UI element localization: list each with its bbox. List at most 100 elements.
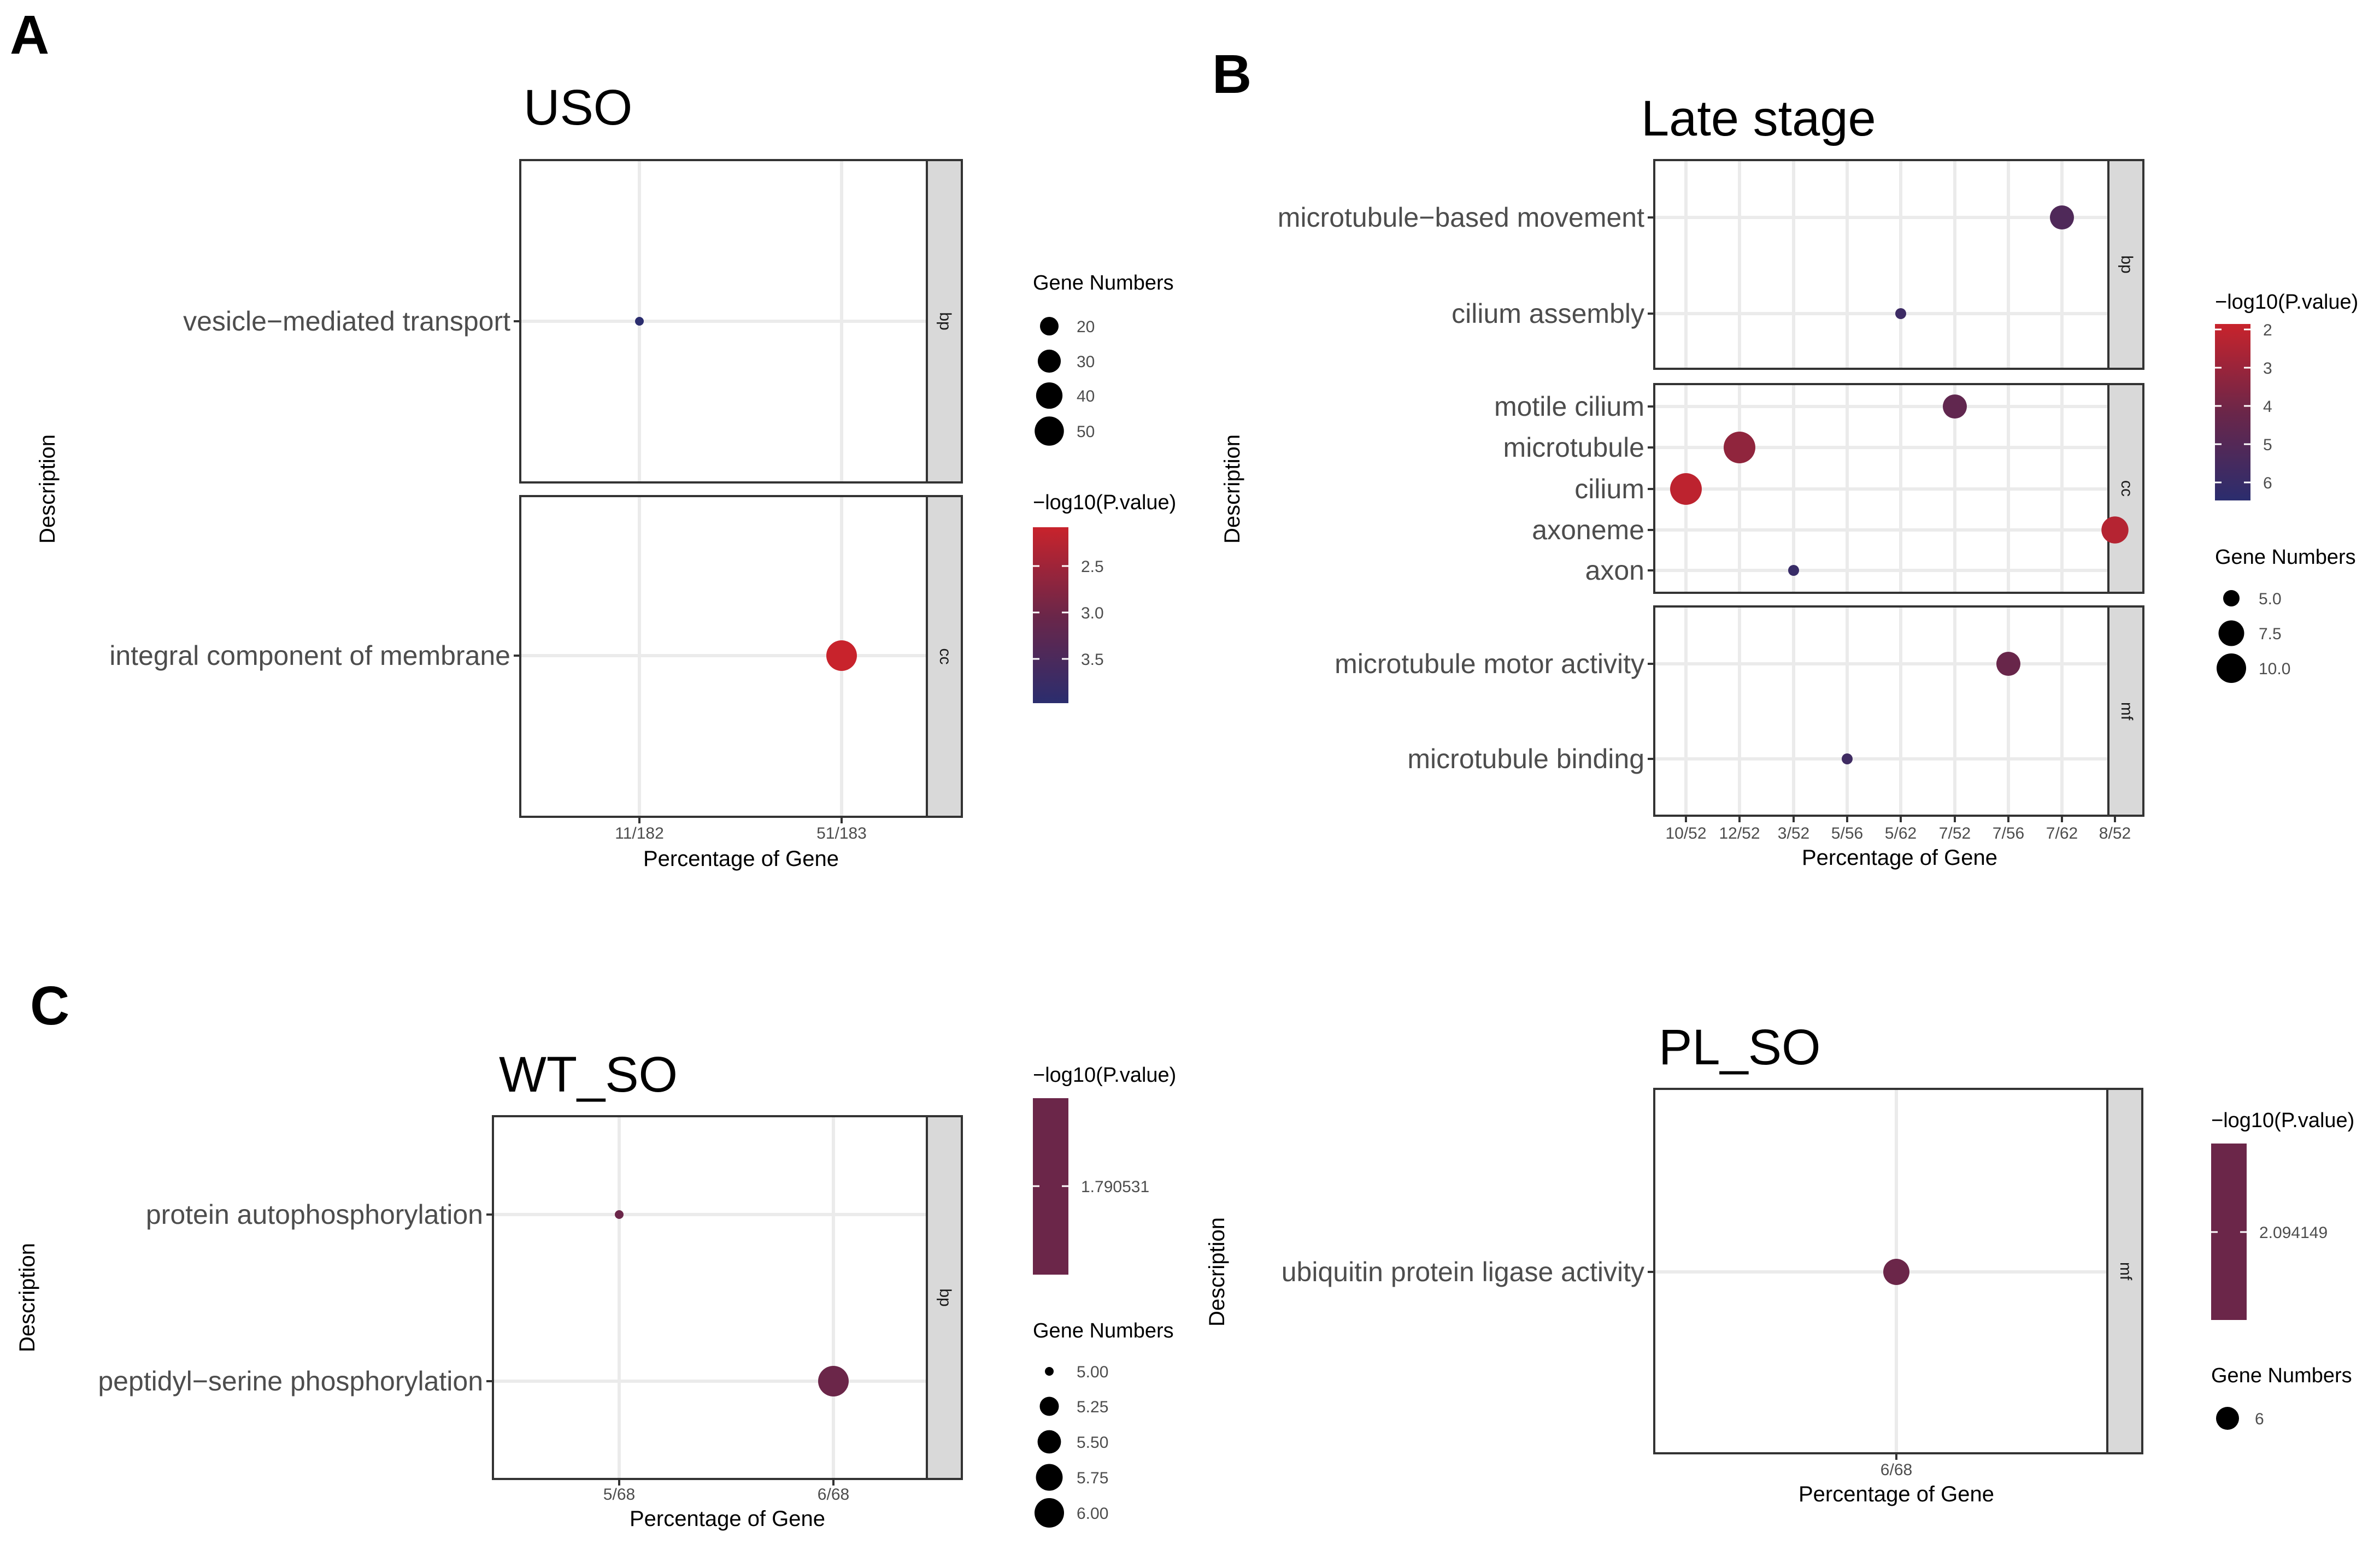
facet-strip: [2107, 159, 2144, 370]
y-tick-label: microtubule: [1503, 432, 1644, 463]
size-legend-key: [1037, 349, 1061, 373]
facet-strip: [926, 495, 963, 818]
facet-mf: ubiquitin protein ligase activity mf: [1282, 1088, 2143, 1454]
facet-cc: integral component of membrane cc: [109, 495, 963, 818]
y-tick-label: microtubule motor activity: [1335, 649, 1644, 679]
chart-title: WT_SO: [499, 1047, 678, 1103]
y-tick-label: ubiquitin protein ligase activity: [1282, 1257, 1644, 1287]
x-tick-label: 6/68: [1881, 1461, 1912, 1479]
y-tick-label: protein autophosphorylation: [146, 1199, 483, 1230]
size-legend-key: [2216, 1407, 2239, 1430]
data-point: [1670, 473, 1702, 505]
size-legend-key: [1036, 382, 1063, 409]
color-legend-label: 1.790531: [1081, 1178, 1149, 1196]
facet-strip-label: cc: [2118, 480, 2136, 497]
size-legend-key: [1037, 1430, 1061, 1454]
x-tick-label: 7/56: [1993, 824, 2024, 842]
x-axis-label: Percentage of Gene: [1802, 846, 1997, 870]
facet-strip-label: cc: [936, 649, 954, 665]
y-axis-label: Description: [1220, 434, 1244, 544]
y-tick-label: cilium assembly: [1451, 298, 1644, 329]
x-axis-label: Percentage of Gene: [630, 1507, 825, 1531]
size-legend-label: 5.0: [2259, 590, 2282, 608]
x-axis-label: Percentage of Gene: [1799, 1482, 1994, 1506]
size-legend-label: 30: [1077, 353, 1095, 371]
x-tick-label: 7/52: [1939, 824, 1971, 842]
size-legend-key: [1045, 1367, 1054, 1376]
facet-strip-label: mf: [2117, 1262, 2135, 1281]
chart-late-stage: Late stage microtubule−based movement cili…: [1220, 91, 2358, 870]
x-tick-label: 8/52: [2099, 824, 2131, 842]
y-tick-label: integral component of membrane: [109, 640, 510, 671]
color-legend-label: 3: [2263, 359, 2272, 378]
size-legend-label: 5.00: [1077, 1363, 1108, 1381]
data-point: [1883, 1259, 1909, 1285]
facet-mf: microtubule motor activity microtubule bi…: [1335, 605, 2144, 817]
color-legend-label: 6: [2263, 474, 2272, 492]
y-axis-label: Description: [1205, 1217, 1229, 1327]
facet-strip-label: bp: [936, 312, 954, 330]
y-tick-label: peptidyl−serine phosphorylation: [98, 1366, 483, 1396]
chart-uso: USO vesicle−mediated transport bp integral …: [36, 80, 1176, 871]
panel-letter-c: C: [30, 975, 69, 1036]
color-legend-title: −log10(P.value): [1033, 1064, 1176, 1087]
data-point: [818, 1366, 849, 1396]
x-tick-label: 6/68: [818, 1486, 849, 1504]
color-legend-title: −log10(P.value): [2211, 1109, 2354, 1132]
y-tick-label: microtubule binding: [1407, 744, 1644, 774]
panel-letter-a: A: [10, 4, 49, 66]
chart-title: PL_SO: [1659, 1019, 1821, 1075]
y-axis-label: Description: [15, 1243, 39, 1352]
y-tick-label: microtubule−based movement: [1278, 202, 1644, 233]
x-tick-label: 3/52: [1778, 824, 1809, 842]
facet-strip: [2106, 1088, 2143, 1454]
size-legend-label: 5.25: [1077, 1398, 1108, 1416]
size-legend-label: 20: [1077, 318, 1095, 336]
color-legend-title: −log10(P.value): [2215, 291, 2358, 314]
color-legend-title: −log10(P.value): [1033, 491, 1176, 514]
data-point: [1942, 394, 1967, 419]
color-legend-label: 3.5: [1081, 651, 1104, 669]
x-tick-label: 10/52: [1665, 824, 1706, 842]
facet-cc: motile cilium microtubule cilium axoneme axo…: [1494, 383, 2144, 594]
chart-pl-so: PL_SO ubiquitin protein ligase activity mf…: [1205, 1019, 2354, 1506]
data-point: [1724, 432, 1755, 463]
facet-panel: [492, 1115, 928, 1480]
size-legend-key: [2223, 590, 2240, 606]
size-legend-label: 6: [2255, 1410, 2264, 1428]
x-tick-label: 7/62: [2046, 824, 2078, 842]
facet-strip: [926, 1115, 963, 1480]
facet-bp: microtubule−based movement cilium assembl…: [1278, 159, 2144, 370]
y-tick-label: axon: [1585, 555, 1644, 586]
facet-strip: [2107, 383, 2144, 594]
data-point: [615, 1210, 624, 1219]
facet-strip-label: bp: [936, 1288, 954, 1306]
color-legend-bar: [2215, 324, 2250, 500]
y-tick-label: vesicle−mediated transport: [183, 306, 510, 337]
data-point: [1996, 651, 2021, 676]
facet-strip-label: mf: [2118, 702, 2136, 721]
data-point: [1895, 308, 1906, 319]
size-legend-key: [2217, 653, 2246, 683]
size-legend-title: Gene Numbers: [2211, 1364, 2352, 1387]
panel-letter-b: B: [1212, 44, 1251, 105]
size-legend-key: [1039, 1396, 1059, 1416]
size-legend-label: 10.0: [2259, 660, 2290, 678]
x-tick-label: 11/182: [615, 824, 664, 842]
facet-strip: [926, 159, 963, 484]
x-tick-label: 5/68: [603, 1486, 635, 1504]
facet-panel: [1653, 605, 2109, 817]
facet-strip: [2107, 605, 2144, 817]
color-legend-label: 2.5: [1081, 558, 1104, 576]
data-point: [635, 317, 644, 326]
size-legend-key: [1036, 1464, 1063, 1491]
size-legend-key: [1039, 316, 1059, 336]
facet-panel: [1653, 159, 2109, 370]
y-tick-label: cilium: [1574, 474, 1644, 504]
data-point: [2049, 205, 2075, 230]
y-tick-label: motile cilium: [1494, 391, 1644, 422]
size-legend-label: 50: [1077, 423, 1095, 441]
x-tick-label: 51/183: [816, 824, 867, 842]
color-legend-label: 2: [2263, 321, 2272, 339]
